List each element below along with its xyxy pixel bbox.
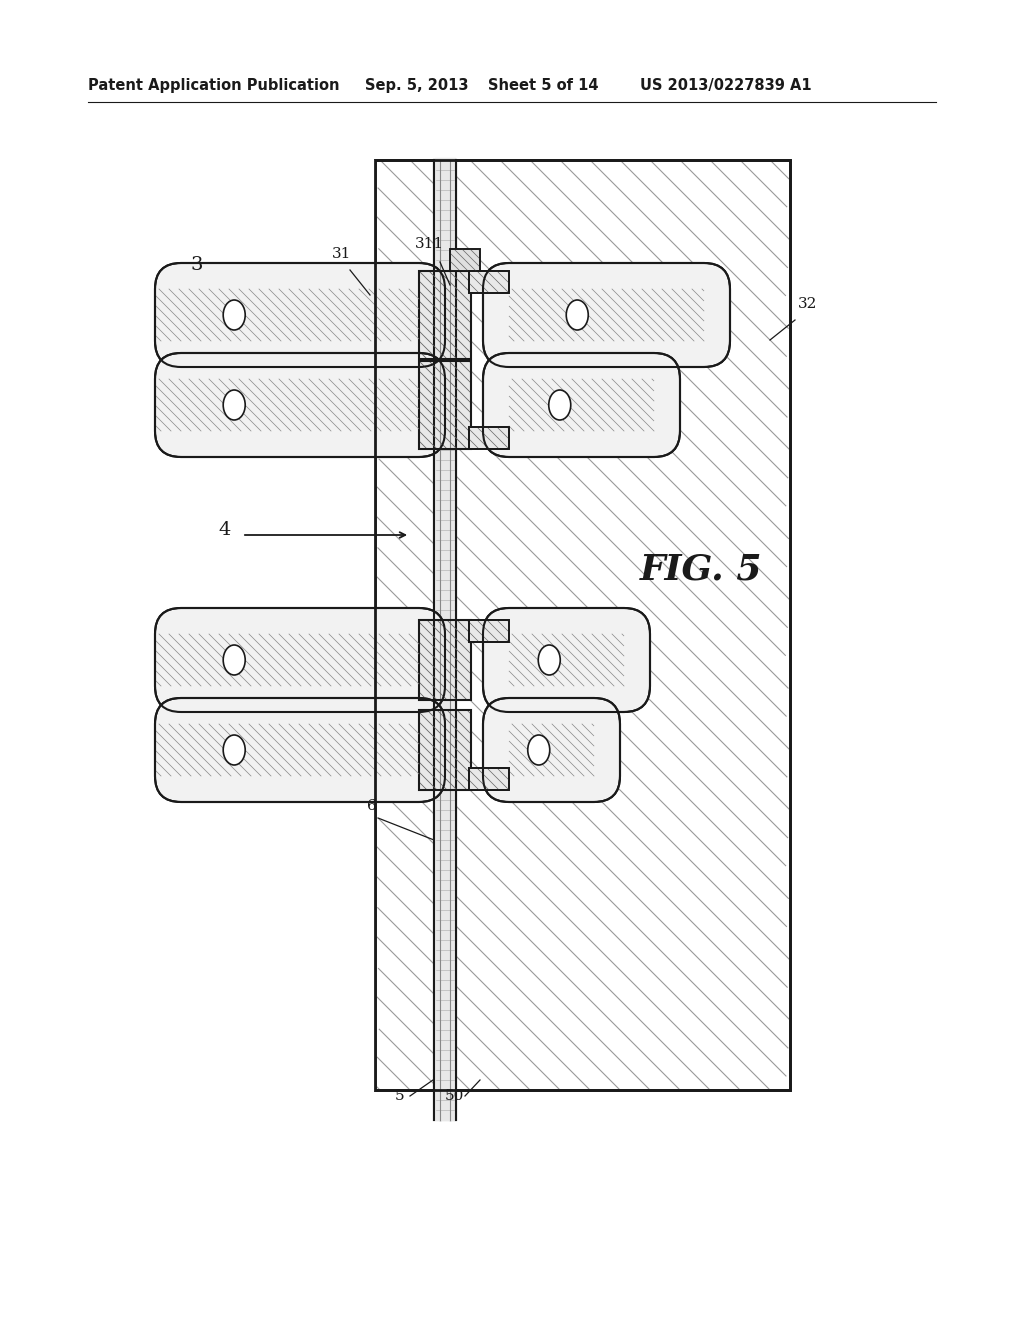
Text: Sheet 5 of 14: Sheet 5 of 14 (488, 78, 598, 92)
Bar (469, 768, 509, 789)
Bar (469, 271, 509, 293)
Bar (450, 249, 480, 271)
Bar (469, 620, 509, 642)
Bar (419, 360, 471, 449)
Bar (155, 723, 419, 776)
FancyBboxPatch shape (483, 609, 650, 711)
Text: Patent Application Publication: Patent Application Publication (88, 78, 340, 92)
Bar (419, 710, 471, 789)
Bar (509, 634, 624, 686)
Bar (155, 379, 419, 432)
Text: 31: 31 (332, 247, 351, 261)
Bar (469, 271, 509, 293)
Bar (509, 634, 624, 686)
Bar (469, 768, 509, 789)
Bar (155, 634, 419, 686)
FancyBboxPatch shape (155, 609, 445, 711)
Text: US 2013/0227839 A1: US 2013/0227839 A1 (640, 78, 812, 92)
Bar (469, 426, 509, 449)
Text: 3: 3 (190, 256, 203, 275)
Bar (509, 379, 654, 432)
Ellipse shape (527, 735, 550, 766)
Text: 5: 5 (395, 1089, 404, 1104)
Bar (509, 723, 594, 776)
Bar (419, 620, 471, 700)
Bar (509, 379, 654, 432)
Bar (419, 271, 471, 359)
Text: 311: 311 (415, 238, 444, 251)
Bar (469, 426, 509, 449)
Bar (509, 289, 705, 341)
Bar (469, 426, 509, 449)
Bar (469, 426, 509, 449)
Text: 6: 6 (367, 799, 377, 813)
FancyBboxPatch shape (483, 698, 620, 803)
FancyBboxPatch shape (155, 352, 445, 457)
Text: 50: 50 (445, 1089, 464, 1104)
Bar (419, 271, 471, 359)
Ellipse shape (566, 300, 588, 330)
Ellipse shape (223, 735, 245, 766)
Ellipse shape (223, 300, 245, 330)
FancyBboxPatch shape (155, 263, 445, 367)
Bar (155, 289, 419, 341)
Bar (155, 723, 419, 776)
FancyBboxPatch shape (483, 263, 730, 367)
Text: 32: 32 (798, 297, 817, 312)
Bar (469, 271, 509, 293)
Text: FIG. 5: FIG. 5 (640, 553, 763, 587)
Bar (375, 160, 790, 1090)
Bar (469, 620, 509, 642)
Ellipse shape (539, 645, 560, 675)
Bar (509, 723, 594, 776)
Text: 4: 4 (218, 521, 230, 539)
Ellipse shape (549, 389, 570, 420)
Bar (469, 768, 509, 789)
Bar (469, 620, 509, 642)
Bar (469, 768, 509, 789)
Bar (450, 249, 480, 271)
Text: Sep. 5, 2013: Sep. 5, 2013 (365, 78, 469, 92)
FancyBboxPatch shape (483, 352, 680, 457)
Bar (155, 289, 419, 341)
Bar (450, 249, 480, 271)
Bar (155, 379, 419, 432)
Ellipse shape (223, 389, 245, 420)
Ellipse shape (223, 645, 245, 675)
Bar (375, 160, 790, 1090)
Bar (419, 710, 471, 789)
Bar (419, 360, 471, 449)
FancyBboxPatch shape (155, 698, 445, 803)
Bar (375, 160, 790, 1090)
Bar (419, 620, 471, 700)
Bar (469, 271, 509, 293)
Bar (155, 634, 419, 686)
Bar (469, 620, 509, 642)
Bar (509, 289, 705, 341)
Bar (450, 249, 480, 271)
